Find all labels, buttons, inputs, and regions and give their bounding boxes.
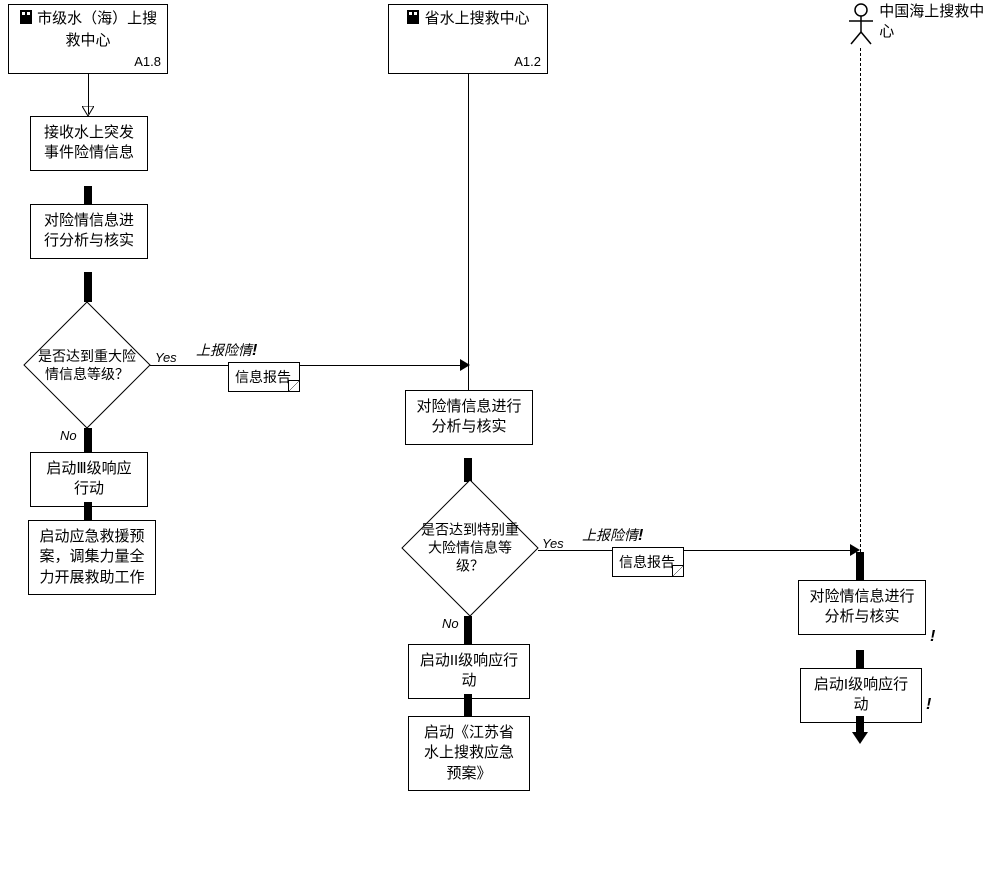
component-icon <box>19 9 33 31</box>
excl-icon: ! <box>926 696 931 714</box>
connector-bar <box>84 428 92 452</box>
connector-bar <box>856 650 864 668</box>
no-label: No <box>60 428 77 443</box>
lane2-lifeline <box>468 74 469 390</box>
lane2-head: 省水上搜救中心 A1.2 <box>388 4 548 74</box>
lane1-box3-text: 启动Ⅲ级响应行动 <box>46 460 131 497</box>
lane1-head: 市级水（海）上搜救中心 A1.8 <box>8 4 168 74</box>
msg2-note-text: 信息报告 <box>619 554 675 570</box>
msg1-title: 上报险情! <box>196 340 257 360</box>
excl-icon: ! <box>930 628 935 646</box>
actor-icon <box>847 2 875 46</box>
connector-bar <box>84 186 92 204</box>
connector-bar <box>464 616 472 644</box>
lane2-box3-text: 启动《江苏省水上搜救应急预案》 <box>424 724 514 782</box>
connector-bar <box>464 694 472 716</box>
lane3-box-analyze: 对险情信息进行分析与核实 <box>798 580 926 635</box>
lane2-decision-text: 是否达到特别重大险情信息等级？ <box>418 521 522 576</box>
lane1-box4-text: 启动应急救援预案，调集力量全力开展救助工作 <box>39 528 144 586</box>
arrow-down-icon <box>82 106 94 116</box>
lane2-box-level2: 启动II级响应行动 <box>408 644 530 699</box>
lane1-title: 市级水（海）上搜救中心 <box>37 10 157 49</box>
msg2-note: 信息报告 <box>612 547 684 577</box>
msg1-note: 信息报告 <box>228 362 300 392</box>
lane2-box2-text: 启动II级响应行动 <box>420 652 518 689</box>
lane3-head: 中国海上搜救中心 <box>838 2 998 46</box>
arrow-down-icon <box>852 732 868 744</box>
lane1-box2-text: 对险情信息进行分析与核实 <box>44 212 134 249</box>
excl-icon: ! <box>638 527 643 544</box>
lane2-decision: 是否达到特别重大险情信息等级？ <box>400 478 540 618</box>
lane2-box-analyze: 对险情信息进行分析与核实 <box>405 390 533 445</box>
lane3-box-level1: 启动I级响应行动 <box>800 668 922 723</box>
lane1-box-analyze: 对险情信息进行分析与核实 <box>30 204 148 259</box>
yes-label-2: Yes <box>542 536 564 551</box>
component-icon <box>406 9 420 31</box>
lane2-box1-text: 对险情信息进行分析与核实 <box>416 398 521 435</box>
msg1-title-text: 上报险情 <box>196 342 252 358</box>
lane1-box-receive: 接收水上突发事件险情信息 <box>30 116 148 171</box>
msg2-title-text: 上报险情 <box>582 527 638 543</box>
yes-label: Yes <box>155 350 177 365</box>
lane3-lifeline <box>860 48 861 552</box>
lane1-decision-text: 是否达到重大险情信息等级？ <box>37 347 137 383</box>
connector-bar <box>84 272 92 302</box>
lane2-title: 省水上搜救中心 <box>425 10 530 27</box>
no-label-2: No <box>442 616 459 631</box>
lane2-id: A1.2 <box>514 53 541 71</box>
lane1-box-level3: 启动Ⅲ级响应行动 <box>30 452 148 507</box>
excl-icon: ! <box>252 342 257 359</box>
lane3-box1-text: 对险情信息进行分析与核实 <box>809 588 914 625</box>
arrow-right-icon <box>460 359 470 371</box>
lane3-title: 中国海上搜救中心 <box>879 2 989 43</box>
lane1-box-plan: 启动应急救援预案，调集力量全力开展救助工作 <box>28 520 156 595</box>
msg2-title: 上报险情! <box>582 525 643 545</box>
msg1-note-text: 信息报告 <box>235 369 291 385</box>
connector-bar <box>856 552 864 580</box>
msg2-line <box>538 550 858 551</box>
connector-bar <box>84 502 92 520</box>
lane1-decision: 是否达到重大险情信息等级？ <box>22 300 152 430</box>
lane3-box2-text: 启动I级响应行动 <box>814 676 908 713</box>
msg1-line <box>150 365 468 366</box>
lane2-box-plan: 启动《江苏省水上搜救应急预案》 <box>408 716 530 791</box>
lane1-box1-text: 接收水上突发事件险情信息 <box>44 124 134 161</box>
lane1-id: A1.8 <box>134 53 161 71</box>
